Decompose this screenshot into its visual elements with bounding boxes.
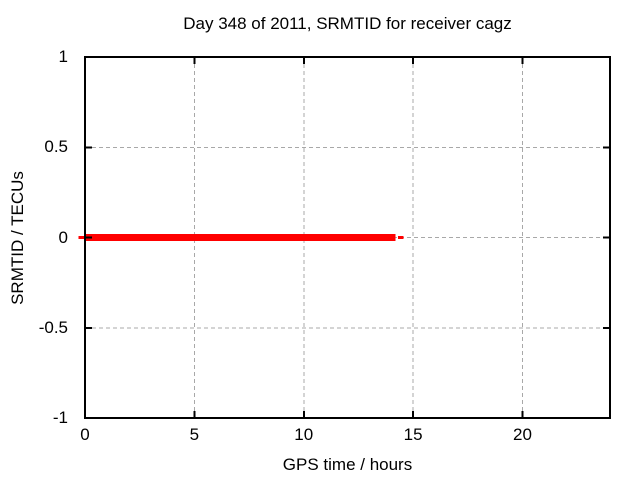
y-tick-label: 0.5 bbox=[44, 137, 68, 157]
y-tick-label: 0 bbox=[58, 227, 68, 247]
x-tick-label: 20 bbox=[513, 425, 532, 444]
chart-title: Day 348 of 2011, SRMTID for receiver cag… bbox=[183, 14, 512, 33]
x-tick-label: 15 bbox=[403, 425, 423, 444]
y-tick-label: 1 bbox=[58, 47, 68, 66]
y-tick-label: -1 bbox=[52, 408, 68, 427]
y-tick-label: -0.5 bbox=[38, 317, 68, 337]
x-axis-label: GPS time / hours bbox=[282, 455, 413, 474]
x-tick-label: 5 bbox=[189, 425, 200, 444]
x-tick-label: 0 bbox=[80, 425, 90, 444]
x-tick-label: 10 bbox=[294, 425, 314, 444]
